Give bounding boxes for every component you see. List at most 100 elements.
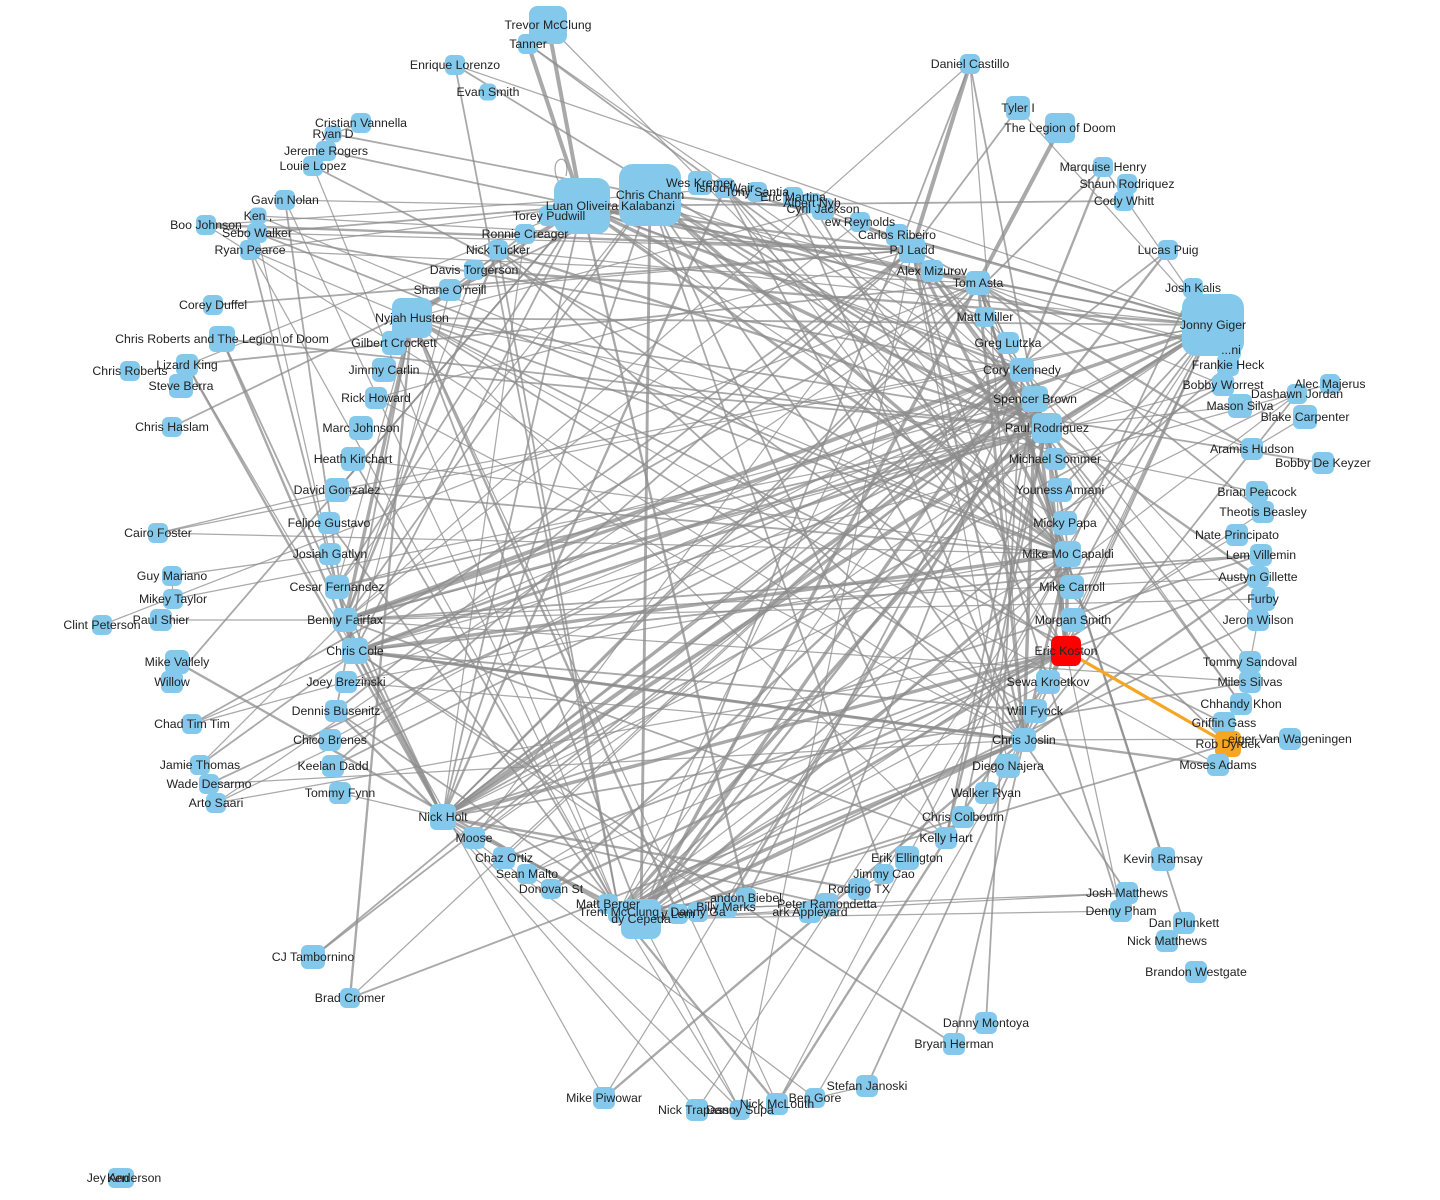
svg-text:Nick Matthews: Nick Matthews bbox=[1127, 934, 1207, 948]
svg-text:Donovan St: Donovan St bbox=[519, 882, 584, 896]
svg-text:Gavin Nolan: Gavin Nolan bbox=[251, 193, 319, 207]
svg-text:Nick Holt: Nick Holt bbox=[418, 810, 468, 824]
svg-text:Jeron Wilson: Jeron Wilson bbox=[1222, 613, 1293, 627]
svg-text:Josh Kalis: Josh Kalis bbox=[1165, 281, 1221, 295]
svg-text:Jamie Thomas: Jamie Thomas bbox=[160, 758, 240, 772]
svg-text:Miles Silvas: Miles Silvas bbox=[1218, 675, 1283, 689]
svg-text:Arto Saari: Arto Saari bbox=[189, 796, 244, 810]
svg-text:Corey Duffel: Corey Duffel bbox=[179, 298, 247, 312]
svg-text:Kevin Ramsay: Kevin Ramsay bbox=[1123, 852, 1203, 866]
svg-text:Brad Cromer: Brad Cromer bbox=[315, 991, 385, 1005]
svg-text:Marc Johnson: Marc Johnson bbox=[322, 421, 399, 435]
svg-text:Kelly Hart: Kelly Hart bbox=[919, 831, 973, 845]
svg-text:Daniel Castillo: Daniel Castillo bbox=[931, 57, 1010, 71]
svg-text:Lizard King: Lizard King bbox=[156, 358, 218, 372]
svg-text:Shane O'neill: Shane O'neill bbox=[414, 283, 487, 297]
svg-text:Griffin Gass: Griffin Gass bbox=[1192, 716, 1257, 730]
svg-text:Nick Trapasso: Nick Trapasso bbox=[658, 1103, 736, 1117]
svg-text:Diego Najera: Diego Najera bbox=[972, 759, 1044, 773]
svg-text:Luan Oliveira: Luan Oliveira bbox=[546, 199, 619, 213]
svg-text:Wade Desarmo: Wade Desarmo bbox=[167, 777, 252, 791]
svg-text:Tom Asta: Tom Asta bbox=[953, 276, 1004, 290]
svg-text:Keelan Dadd: Keelan Dadd bbox=[297, 759, 368, 773]
svg-text:Sean Malto: Sean Malto bbox=[496, 867, 558, 881]
svg-text:The Legion of Doom: The Legion of Doom bbox=[1004, 121, 1115, 135]
svg-text:Frankie Heck: Frankie Heck bbox=[1192, 358, 1265, 372]
svg-text:Mike Carroll: Mike Carroll bbox=[1039, 580, 1105, 594]
svg-text:Micky Papa: Micky Papa bbox=[1033, 516, 1097, 530]
svg-text:Moose: Moose bbox=[456, 831, 493, 845]
svg-text:Blake Carpenter: Blake Carpenter bbox=[1261, 410, 1350, 424]
svg-text:Eric Koston: Eric Koston bbox=[1035, 644, 1098, 658]
svg-text:Tyler I: Tyler I bbox=[1001, 101, 1034, 115]
svg-text:Benny Fairfax: Benny Fairfax bbox=[307, 613, 384, 627]
svg-text:Nyjah Huston: Nyjah Huston bbox=[375, 311, 449, 325]
svg-text:Rick Howard: Rick Howard bbox=[341, 391, 411, 405]
svg-text:Felipe Gustavo: Felipe Gustavo bbox=[288, 516, 371, 530]
svg-text:ew Reynolds: ew Reynolds bbox=[825, 215, 895, 229]
svg-text:Michael Sommer: Michael Sommer bbox=[1009, 452, 1101, 466]
svg-text:Dennis Busenitz: Dennis Busenitz bbox=[292, 704, 381, 718]
svg-text:Cairo Foster: Cairo Foster bbox=[124, 526, 192, 540]
svg-text:Aramis Hudson: Aramis Hudson bbox=[1210, 442, 1294, 456]
svg-text:Shaun Rodriquez: Shaun Rodriquez bbox=[1079, 177, 1174, 191]
svg-text:Chico Brenes: Chico Brenes bbox=[293, 733, 367, 747]
svg-text:Chris Cole: Chris Cole bbox=[326, 644, 384, 658]
svg-text:Steve Berra: Steve Berra bbox=[149, 379, 214, 393]
svg-text:Guy Mariano: Guy Mariano bbox=[137, 569, 208, 583]
svg-text:Cory Kennedy: Cory Kennedy bbox=[983, 363, 1062, 377]
svg-text:Mike Vallely: Mike Vallely bbox=[145, 655, 211, 669]
svg-text:Danny Montoya: Danny Montoya bbox=[943, 1016, 1029, 1030]
svg-text:Chris Haslam: Chris Haslam bbox=[135, 420, 209, 434]
svg-text:Denny Pham: Denny Pham bbox=[1085, 904, 1156, 918]
svg-text:Tommy Fynn: Tommy Fynn bbox=[305, 786, 376, 800]
svg-text:Jimmy Cao: Jimmy Cao bbox=[853, 867, 915, 881]
svg-text:Cody Whitt: Cody Whitt bbox=[1094, 194, 1155, 208]
svg-text:Chris Joslin: Chris Joslin bbox=[992, 733, 1056, 747]
svg-text:Spencer Brown: Spencer Brown bbox=[993, 392, 1077, 406]
svg-text:Rodrigo TX: Rodrigo TX bbox=[828, 882, 890, 896]
svg-text:Joey Brezinski: Joey Brezinski bbox=[306, 675, 385, 689]
svg-text:Ronnie Creager: Ronnie Creager bbox=[482, 227, 569, 241]
svg-text:Davis Torgerson: Davis Torgerson bbox=[430, 263, 519, 277]
svg-text:eiger Van Wageningen: eiger Van Wageningen bbox=[1228, 732, 1352, 746]
svg-text:Theotis Beasley: Theotis Beasley bbox=[1219, 505, 1307, 519]
svg-text:Ryan D: Ryan D bbox=[312, 127, 353, 141]
svg-text:Heath Kirchart: Heath Kirchart bbox=[314, 452, 393, 466]
svg-text:Lucas Puig: Lucas Puig bbox=[1138, 243, 1199, 257]
svg-text:Nick Tucker: Nick Tucker bbox=[466, 243, 530, 257]
svg-text:Ryan Pearce: Ryan Pearce bbox=[214, 243, 285, 257]
svg-text:Chris Colbourn: Chris Colbourn bbox=[922, 810, 1004, 824]
svg-text:Brian Peacock: Brian Peacock bbox=[1217, 485, 1297, 499]
svg-text:Jereme Rogers: Jereme Rogers bbox=[284, 144, 368, 158]
svg-text:Gilbert Crockett: Gilbert Crockett bbox=[351, 336, 437, 350]
svg-text:Morgan Smith: Morgan Smith bbox=[1035, 613, 1112, 627]
svg-text:Cesar Fernandez: Cesar Fernandez bbox=[289, 580, 384, 594]
svg-text:Austyn Gillette: Austyn Gillette bbox=[1218, 570, 1297, 584]
svg-text:Greg Lutzka: Greg Lutzka bbox=[975, 336, 1042, 350]
svg-text:Enrique Lorenzo: Enrique Lorenzo bbox=[410, 58, 500, 72]
svg-text:Erik Ellington: Erik Ellington bbox=[871, 851, 943, 865]
svg-text:Lem Villemin: Lem Villemin bbox=[1226, 548, 1296, 562]
svg-text:Chaz Ortiz: Chaz Ortiz bbox=[475, 851, 533, 865]
svg-text:Clint Peterson: Clint Peterson bbox=[63, 618, 140, 632]
svg-text:Sewa Kroetkov: Sewa Kroetkov bbox=[1007, 675, 1091, 689]
svg-text:Brandon Westgate: Brandon Westgate bbox=[1145, 965, 1247, 979]
svg-text:...ni: ...ni bbox=[1221, 343, 1241, 357]
svg-text:Louie Lopez: Louie Lopez bbox=[279, 159, 346, 173]
svg-text:Moses Adams: Moses Adams bbox=[1179, 758, 1256, 772]
svg-text:Josiah Gatlyn: Josiah Gatlyn bbox=[293, 547, 368, 561]
svg-text:Mike Piwowar: Mike Piwowar bbox=[566, 1091, 642, 1105]
svg-text:Bobby De Keyzer: Bobby De Keyzer bbox=[1275, 456, 1371, 470]
svg-text:Chad Tim Tim: Chad Tim Tim bbox=[154, 717, 230, 731]
svg-text:Jonny Giger: Jonny Giger bbox=[1180, 318, 1246, 332]
svg-text:Paul Rodriguez: Paul Rodriguez bbox=[1005, 421, 1089, 435]
svg-text:Jimmy Carlin: Jimmy Carlin bbox=[348, 363, 419, 377]
svg-text:Will Fyock: Will Fyock bbox=[1007, 704, 1064, 718]
svg-text:Ken ,: Ken , bbox=[244, 209, 273, 223]
svg-text:David Gonzalez: David Gonzalez bbox=[294, 483, 381, 497]
svg-text:Furby: Furby bbox=[1247, 592, 1279, 606]
svg-text:Matt Miller: Matt Miller bbox=[957, 310, 1014, 324]
svg-text:Sebo Walker: Sebo Walker bbox=[222, 226, 292, 240]
svg-text:Willow: Willow bbox=[154, 675, 190, 689]
